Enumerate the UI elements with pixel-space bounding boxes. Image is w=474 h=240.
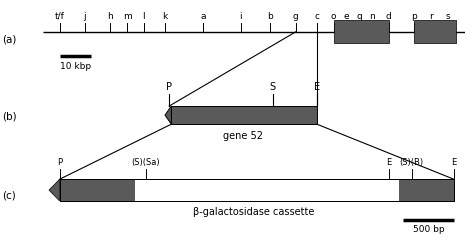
- Text: m: m: [123, 12, 131, 21]
- Text: o: o: [331, 12, 337, 21]
- Text: j: j: [83, 12, 86, 21]
- Text: E: E: [386, 158, 391, 167]
- Text: E: E: [451, 158, 456, 167]
- Text: 500 bp: 500 bp: [413, 225, 445, 234]
- Text: E: E: [314, 82, 320, 92]
- Text: b: b: [268, 12, 273, 21]
- Text: P: P: [57, 158, 62, 167]
- Text: c: c: [314, 12, 319, 21]
- Text: s: s: [446, 12, 450, 21]
- Text: (S)(Sa): (S)(Sa): [132, 158, 160, 167]
- Text: l: l: [143, 12, 145, 21]
- Text: (c): (c): [2, 191, 16, 201]
- Text: (S)(B): (S)(B): [400, 158, 424, 167]
- Bar: [60, 179, 454, 201]
- Bar: [60, 179, 136, 201]
- Polygon shape: [165, 106, 171, 124]
- Text: t/f: t/f: [55, 12, 64, 21]
- Text: a: a: [200, 12, 206, 21]
- Text: r: r: [429, 12, 433, 21]
- Text: gene 52: gene 52: [223, 131, 263, 141]
- Text: 10 kbp: 10 kbp: [60, 62, 91, 71]
- Polygon shape: [49, 179, 60, 201]
- Text: g: g: [293, 12, 299, 21]
- Text: h: h: [107, 12, 113, 21]
- Text: q: q: [356, 12, 362, 21]
- Text: β-galactosidase cassette: β-galactosidase cassette: [193, 207, 314, 217]
- Text: n: n: [369, 12, 374, 21]
- Text: S: S: [270, 82, 276, 92]
- Text: d: d: [386, 12, 392, 21]
- Text: (a): (a): [2, 35, 17, 45]
- Text: P: P: [166, 82, 172, 92]
- Bar: [414, 20, 456, 43]
- Bar: [399, 179, 454, 201]
- Text: k: k: [163, 12, 168, 21]
- Text: e: e: [344, 12, 349, 21]
- Text: p: p: [411, 12, 417, 21]
- Text: (b): (b): [2, 111, 17, 121]
- Text: i: i: [240, 12, 242, 21]
- Bar: [171, 106, 317, 124]
- Bar: [60, 179, 454, 201]
- Bar: [334, 20, 389, 43]
